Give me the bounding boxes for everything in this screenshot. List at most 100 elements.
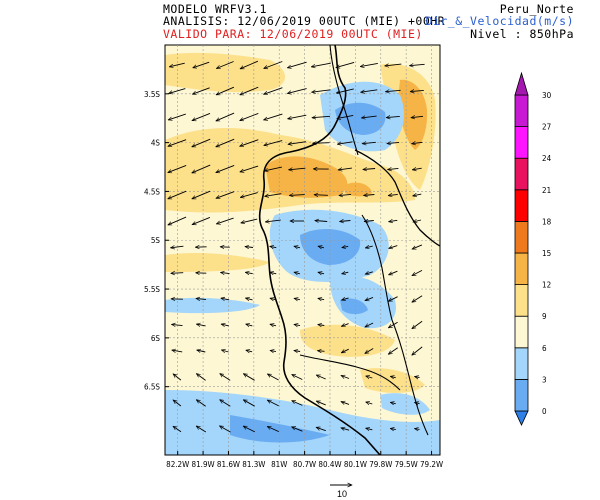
lat-label: 4.5S bbox=[144, 187, 160, 196]
wind-arrow bbox=[316, 427, 326, 432]
wind-arrow bbox=[172, 324, 183, 325]
wind-arrow bbox=[265, 193, 282, 197]
wind-arrow bbox=[169, 88, 186, 94]
wind-arrow bbox=[292, 427, 303, 432]
wind-arrow bbox=[365, 296, 374, 300]
wind-arrow bbox=[365, 322, 374, 328]
wind-arrow bbox=[264, 61, 283, 69]
wind-arrow bbox=[171, 273, 184, 274]
wind-arrow bbox=[388, 296, 398, 302]
lat-label: 5S bbox=[151, 236, 161, 245]
wind-arrow bbox=[364, 195, 375, 196]
wind-arrow bbox=[318, 272, 325, 274]
wind-arrow bbox=[341, 402, 350, 405]
wind-arrow bbox=[220, 374, 231, 381]
wind-arrow bbox=[287, 88, 307, 94]
wind-arrow bbox=[221, 324, 229, 326]
wind-arrow bbox=[243, 399, 255, 407]
wind-arrow bbox=[318, 246, 325, 248]
domain-label: Peru_Norte bbox=[499, 2, 574, 16]
grid-lines bbox=[165, 45, 440, 455]
wind-arrow bbox=[216, 138, 235, 147]
colorbar-label: 9 bbox=[542, 312, 547, 321]
colorbar-label: 12 bbox=[542, 281, 551, 290]
wind-arrow bbox=[173, 400, 182, 407]
wind-arrow bbox=[246, 350, 253, 352]
wind-arrow bbox=[292, 374, 303, 380]
wind-arrow bbox=[318, 325, 325, 326]
wind-arrow bbox=[390, 402, 396, 403]
wind-arrow bbox=[240, 139, 259, 147]
wind-arrow bbox=[240, 60, 259, 70]
colorbar-cell bbox=[514, 252, 529, 286]
latitude-labels: 3.5S 4S 4.5S 5S 5.5S 6S 6.5S bbox=[144, 90, 169, 392]
analysis-line: ANALISIS: 12/06/2019 00UTC (MIE) +00HR bbox=[163, 14, 446, 28]
wind-arrow bbox=[336, 61, 355, 67]
wind-arrow bbox=[168, 113, 186, 120]
wind-arrow bbox=[196, 298, 207, 299]
lon-label: 79.8W bbox=[369, 460, 392, 469]
reference-vector: 10 bbox=[330, 485, 352, 499]
wind-arrow bbox=[314, 195, 328, 196]
wind-arrow bbox=[168, 190, 187, 199]
colorbar-cell bbox=[514, 315, 529, 349]
wind-arrow bbox=[389, 270, 398, 275]
wind-arrow bbox=[264, 166, 282, 171]
wind-arrow bbox=[412, 320, 423, 328]
wind-arrow bbox=[264, 140, 283, 146]
wind-arrow bbox=[342, 272, 349, 274]
level-label: Nivel : 850hPa bbox=[470, 27, 574, 41]
colorbar-cell bbox=[514, 126, 529, 159]
wind-arrow bbox=[220, 400, 231, 407]
lon-label: 81W bbox=[271, 460, 287, 469]
lon-label: 81.3W bbox=[242, 460, 265, 469]
wind-arrow bbox=[415, 377, 420, 378]
wind-arrow bbox=[246, 298, 253, 300]
wind-arrow bbox=[294, 246, 301, 248]
wind-arrow bbox=[388, 194, 398, 195]
wind-arrow bbox=[363, 169, 376, 170]
colorbar-label: 0 bbox=[542, 407, 547, 416]
wind-arrow bbox=[337, 141, 353, 144]
wind-arrow bbox=[221, 298, 230, 300]
wind-arrow bbox=[311, 62, 331, 67]
wind-arrow bbox=[193, 61, 210, 68]
wind-arrow bbox=[171, 246, 184, 248]
colorbar-label: 15 bbox=[542, 249, 551, 258]
wind-arrow bbox=[366, 428, 373, 430]
wind-arrow bbox=[342, 298, 349, 300]
wind-arrow bbox=[168, 216, 187, 226]
wind-arrow bbox=[270, 298, 277, 300]
wind-arrow bbox=[294, 298, 301, 299]
wind-arrow bbox=[192, 138, 211, 147]
wind-arrow bbox=[390, 428, 396, 429]
lon-label: 79.5W bbox=[395, 460, 418, 469]
wind-arrow bbox=[415, 403, 420, 404]
colorbar-cell bbox=[514, 410, 529, 426]
wind-arrow bbox=[361, 89, 378, 92]
wind-arrow bbox=[240, 86, 259, 95]
colorbar-label: 3 bbox=[542, 375, 547, 384]
wind-arrow bbox=[390, 376, 396, 377]
wind-arrow bbox=[267, 425, 279, 433]
wind-arrow bbox=[385, 64, 402, 66]
colorbar-cell bbox=[514, 284, 529, 317]
wind-arrow bbox=[341, 348, 349, 354]
wind-arrow bbox=[292, 400, 303, 406]
wind-arrow bbox=[362, 142, 376, 143]
wind-arrow bbox=[173, 374, 182, 381]
wind-arrow bbox=[240, 165, 259, 172]
wind-arrow bbox=[270, 324, 277, 326]
wind-arrow bbox=[389, 220, 398, 221]
wind-arrow bbox=[241, 218, 258, 223]
lat-label: 5.5S bbox=[144, 285, 160, 294]
wind-arrow bbox=[413, 220, 422, 222]
wind-arrow bbox=[388, 321, 398, 328]
wind-arrow bbox=[168, 139, 187, 147]
lat-label: 3.5S bbox=[144, 90, 160, 99]
wind-arrow bbox=[196, 374, 206, 381]
wind-arrow bbox=[366, 376, 373, 378]
wind-arrow bbox=[336, 88, 354, 93]
wind-arrow bbox=[216, 217, 234, 224]
